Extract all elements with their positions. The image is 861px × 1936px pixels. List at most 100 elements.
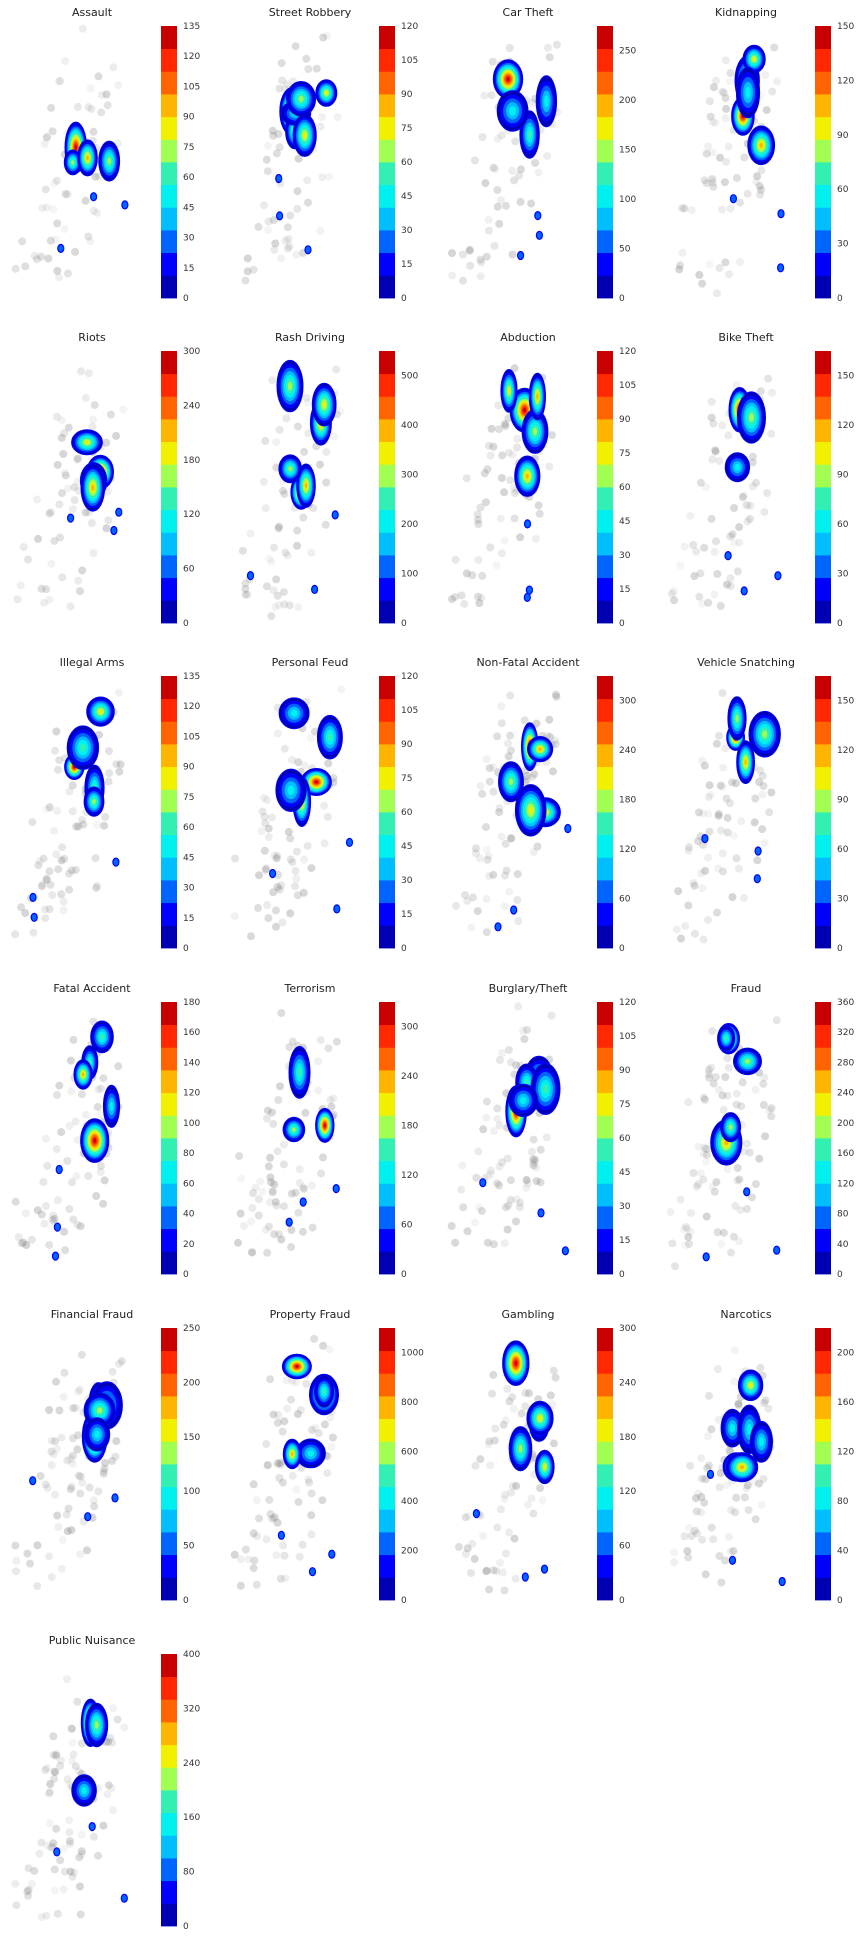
incident-point: [67, 866, 76, 875]
colorbar-tick-label: 500: [401, 372, 418, 382]
incident-point: [273, 883, 282, 891]
colorbar-tick-label: 0: [401, 294, 407, 304]
incident-point: [696, 1508, 705, 1517]
colorbar-tick-label: 80: [183, 1149, 195, 1159]
colorbar-band: [379, 139, 395, 163]
hotspot-contours: [494, 722, 572, 932]
incident-point: [529, 1155, 537, 1164]
incident-point: [724, 431, 733, 440]
incident-point: [478, 571, 487, 580]
incident-point: [773, 77, 781, 86]
incident-point: [272, 149, 281, 158]
incident-point: [274, 130, 283, 138]
incident-point: [112, 1437, 121, 1446]
incident-point: [551, 1373, 560, 1382]
incident-point: [279, 1202, 288, 1211]
incident-point: [709, 1535, 718, 1544]
incident-point: [512, 1061, 521, 1070]
incident-point: [502, 866, 511, 875]
incident-point: [288, 755, 296, 764]
colorbar-tick-label: 90: [401, 740, 413, 750]
hotspot-contours: [701, 696, 781, 884]
incident-point: [695, 270, 704, 279]
incident-point: [106, 1734, 115, 1742]
colorbar-band: [815, 676, 831, 700]
colorbar-band: [815, 1532, 831, 1556]
incident-point: [468, 893, 477, 902]
incident-point: [531, 1163, 540, 1172]
colorbar-band: [161, 1858, 177, 1882]
incident-point: [49, 1751, 58, 1760]
incident-point: [716, 781, 725, 790]
incident-point: [751, 1180, 760, 1189]
heatmap-panel: Kidnapping 0 30 60 90 120 150: [666, 4, 861, 304]
colorbar-band: [161, 48, 177, 72]
incident-point: [53, 460, 62, 469]
panel-title: Kidnapping: [715, 6, 777, 19]
colorbar-band: [379, 925, 395, 949]
colorbar-band: [379, 1138, 395, 1162]
incident-point: [65, 1837, 74, 1845]
incident-point: [500, 420, 509, 429]
scatter-points: [13, 367, 128, 611]
incident-point: [494, 401, 503, 410]
incident-point: [27, 1879, 36, 1888]
contour-level: [728, 1124, 733, 1130]
incident-point: [293, 541, 302, 550]
colorbar-tick-label: 45: [619, 1168, 630, 1178]
colorbar-tick-label: 30: [837, 240, 849, 250]
incident-point: [61, 471, 70, 480]
incident-point: [252, 1496, 261, 1505]
incident-point: [235, 1152, 244, 1161]
panel-title: Rash Driving: [275, 331, 345, 344]
incident-point: [231, 854, 239, 863]
incident-point: [264, 217, 273, 226]
incident-point: [748, 482, 757, 491]
incident-point: [477, 1207, 486, 1215]
contour-level: [752, 57, 756, 62]
incident-point: [277, 59, 286, 68]
incident-point: [493, 186, 502, 194]
incident-point: [280, 1417, 289, 1426]
incident-point: [12, 1567, 20, 1576]
incident-point: [709, 118, 717, 127]
incident-point: [253, 1532, 261, 1541]
incident-point: [696, 569, 705, 578]
incident-point: [288, 1037, 297, 1046]
incident-point: [329, 1094, 338, 1103]
incident-point: [692, 1182, 701, 1191]
incident-point: [761, 1396, 770, 1405]
colorbar-tick-label: 0: [401, 1596, 407, 1606]
colorbar-band: [379, 1441, 395, 1465]
incident-point: [705, 97, 714, 106]
panel-title: Illegal Arms: [59, 656, 125, 669]
incident-point: [322, 448, 331, 457]
incident-point: [764, 374, 773, 383]
contour-level: [774, 571, 782, 581]
incident-point: [53, 219, 62, 228]
colorbar-band: [597, 812, 613, 836]
colorbar-band: [379, 1328, 395, 1352]
hotspot-contours: [57, 121, 129, 253]
colorbar-tick-label: 75: [619, 1100, 630, 1110]
incident-point: [268, 1514, 277, 1523]
incident-point: [516, 533, 525, 542]
colorbar-band: [815, 1070, 831, 1094]
incident-point: [475, 1203, 484, 1212]
incident-point: [728, 778, 737, 787]
incident-point: [484, 852, 493, 861]
incident-point: [530, 1155, 539, 1164]
incident-point: [272, 438, 281, 446]
incident-point: [452, 901, 460, 910]
colorbar-band: [379, 1183, 395, 1207]
incident-point: [531, 1156, 539, 1165]
incident-point: [545, 53, 554, 62]
colorbar-tick-label: 60: [183, 173, 195, 183]
colorbar-band: [815, 1577, 831, 1601]
incident-point: [682, 1224, 691, 1233]
incident-point: [723, 813, 732, 822]
incident-point: [281, 548, 290, 557]
contour-level: [79, 743, 86, 752]
